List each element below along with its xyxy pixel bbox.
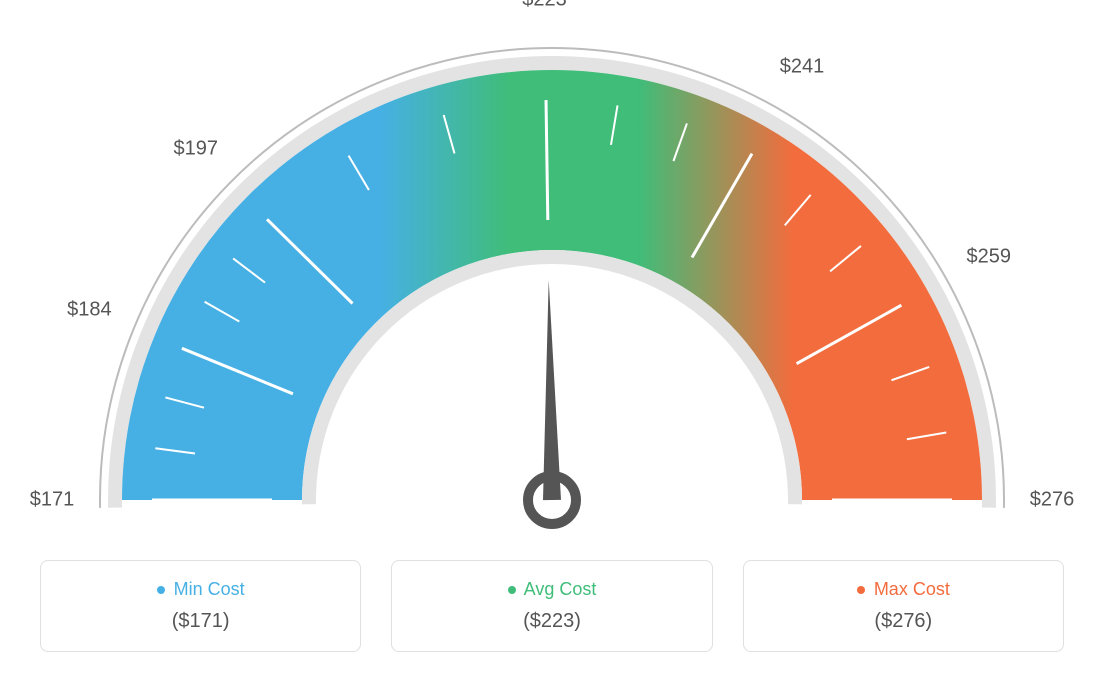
- min-cost-label: Min Cost: [174, 579, 245, 599]
- avg-cost-card: Avg Cost ($223): [391, 560, 712, 652]
- min-cost-card: Min Cost ($171): [40, 560, 361, 652]
- gauge-tick-label: $184: [67, 299, 112, 322]
- gauge-tick-label: $197: [174, 138, 219, 161]
- gauge-tick-label: $259: [966, 245, 1011, 268]
- gauge-area: $171 $184 $197 $223 $241 $259 $276: [0, 0, 1104, 560]
- avg-cost-value: ($223): [402, 610, 701, 633]
- dot-icon: [157, 586, 165, 594]
- cost-gauge-container: $171 $184 $197 $223 $241 $259 $276 Min Cost ($…: [0, 0, 1104, 690]
- max-cost-value: ($276): [754, 610, 1053, 633]
- min-cost-title: Min Cost: [51, 579, 350, 600]
- gauge-tick-label: $223: [522, 0, 567, 12]
- gauge-tick-label: $241: [780, 55, 825, 78]
- dot-icon: [857, 586, 865, 594]
- max-cost-label: Max Cost: [874, 579, 950, 599]
- legend-cards: Min Cost ($171) Avg Cost ($223) Max Cost…: [0, 560, 1104, 652]
- gauge-svg: [0, 0, 1104, 560]
- min-cost-value: ($171): [51, 610, 350, 633]
- dot-icon: [508, 586, 516, 594]
- avg-cost-title: Avg Cost: [402, 579, 701, 600]
- gauge-tick-label: $171: [30, 489, 75, 512]
- avg-cost-label: Avg Cost: [524, 579, 597, 599]
- max-cost-card: Max Cost ($276): [743, 560, 1064, 652]
- max-cost-title: Max Cost: [754, 579, 1053, 600]
- gauge-tick-label: $276: [1030, 489, 1075, 512]
